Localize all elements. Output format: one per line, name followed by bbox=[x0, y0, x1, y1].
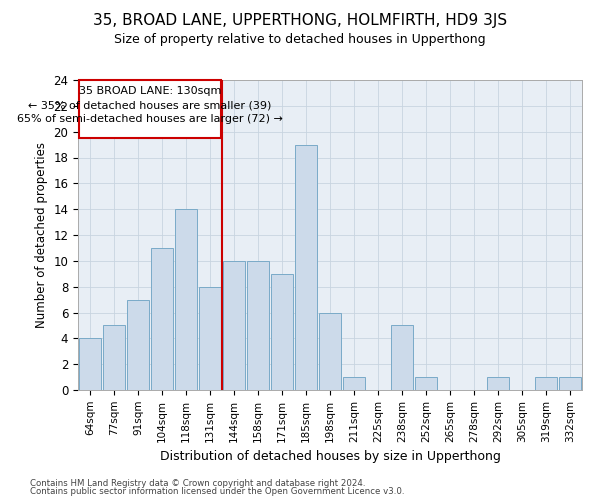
Bar bbox=[535, 377, 557, 390]
Text: Size of property relative to detached houses in Upperthong: Size of property relative to detached ho… bbox=[114, 32, 486, 46]
Bar bbox=[103, 326, 125, 390]
Text: 35 BROAD LANE: 130sqm
← 35% of detached houses are smaller (39)
65% of semi-deta: 35 BROAD LANE: 130sqm ← 35% of detached … bbox=[17, 86, 283, 124]
Bar bbox=[127, 300, 149, 390]
Bar bbox=[487, 377, 509, 390]
Bar bbox=[199, 286, 221, 390]
Bar bbox=[247, 261, 269, 390]
Text: Contains HM Land Registry data © Crown copyright and database right 2024.: Contains HM Land Registry data © Crown c… bbox=[30, 478, 365, 488]
Bar bbox=[151, 248, 173, 390]
Bar bbox=[79, 338, 101, 390]
Bar bbox=[391, 326, 413, 390]
Text: Contains public sector information licensed under the Open Government Licence v3: Contains public sector information licen… bbox=[30, 487, 404, 496]
Bar bbox=[343, 377, 365, 390]
Bar bbox=[79, 80, 221, 138]
Bar bbox=[223, 261, 245, 390]
Bar bbox=[415, 377, 437, 390]
Bar bbox=[295, 144, 317, 390]
Text: 35, BROAD LANE, UPPERTHONG, HOLMFIRTH, HD9 3JS: 35, BROAD LANE, UPPERTHONG, HOLMFIRTH, H… bbox=[93, 12, 507, 28]
Y-axis label: Number of detached properties: Number of detached properties bbox=[35, 142, 48, 328]
Bar bbox=[559, 377, 581, 390]
Bar bbox=[319, 312, 341, 390]
X-axis label: Distribution of detached houses by size in Upperthong: Distribution of detached houses by size … bbox=[160, 450, 500, 463]
Bar bbox=[175, 209, 197, 390]
Bar bbox=[271, 274, 293, 390]
